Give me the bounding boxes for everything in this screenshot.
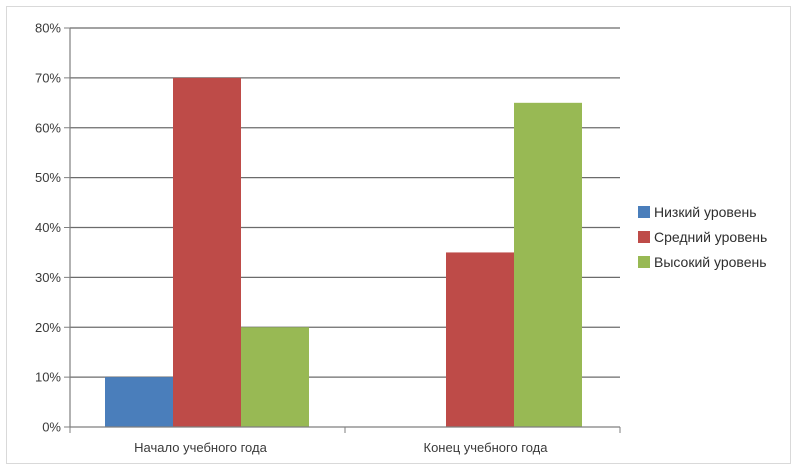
y-tick-label: 70% bbox=[35, 70, 61, 85]
bar-1-2 bbox=[173, 78, 241, 427]
legend-label: Высокий уровень bbox=[654, 254, 767, 270]
legend-label: Средний уровень bbox=[654, 229, 767, 245]
legend-swatch bbox=[638, 256, 650, 268]
legend: Низкий уровень Средний уровень Высокий уро… bbox=[638, 204, 767, 270]
y-tick-label: 30% bbox=[35, 270, 61, 285]
y-tick-label: 20% bbox=[35, 320, 61, 335]
x-category-label: Начало учебного года bbox=[134, 440, 267, 455]
y-tick-label: 60% bbox=[35, 120, 61, 135]
bar-1-1 bbox=[105, 377, 173, 427]
bar-2-3 bbox=[514, 103, 582, 427]
y-tick-label: 40% bbox=[35, 220, 61, 235]
y-tick-label: 50% bbox=[35, 170, 61, 185]
y-tick-label: 0% bbox=[42, 420, 61, 435]
y-tick-label: 10% bbox=[35, 370, 61, 385]
bar-1-3 bbox=[241, 327, 309, 427]
legend-swatch bbox=[638, 231, 650, 243]
y-tick-label: 80% bbox=[35, 21, 61, 36]
legend-label: Низкий уровень bbox=[654, 204, 757, 220]
bars bbox=[105, 78, 582, 427]
legend-swatch bbox=[638, 206, 650, 218]
x-category-label: Конец учебного года bbox=[424, 440, 549, 455]
bar-2-2 bbox=[446, 252, 514, 427]
